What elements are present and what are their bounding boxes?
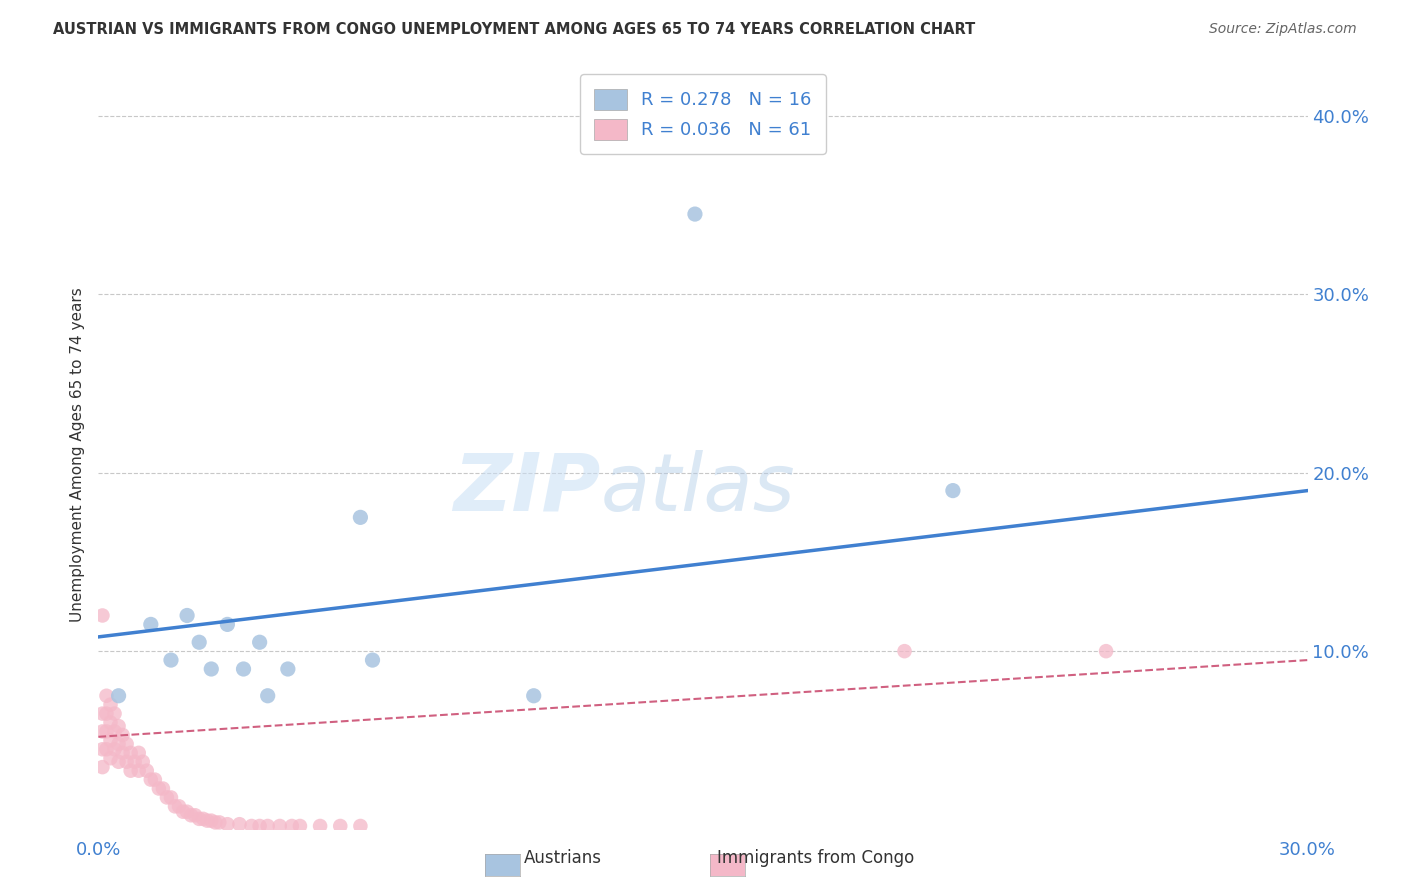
Point bbox=[256, 689, 278, 703]
Point bbox=[128, 764, 150, 778]
Point bbox=[188, 812, 211, 826]
Point bbox=[107, 689, 129, 703]
Point bbox=[120, 746, 142, 760]
Point bbox=[91, 742, 114, 756]
Point bbox=[135, 764, 157, 778]
Point bbox=[91, 760, 114, 774]
Point bbox=[361, 653, 384, 667]
Point bbox=[100, 733, 122, 747]
Point bbox=[269, 819, 291, 833]
Point bbox=[103, 724, 125, 739]
Point bbox=[103, 706, 125, 721]
Point bbox=[176, 805, 198, 819]
Text: atlas: atlas bbox=[600, 450, 794, 528]
Point bbox=[111, 746, 134, 760]
Point bbox=[249, 635, 271, 649]
Point bbox=[96, 706, 118, 721]
Point bbox=[309, 819, 332, 833]
Y-axis label: Unemployment Among Ages 65 to 74 years: Unemployment Among Ages 65 to 74 years bbox=[69, 287, 84, 623]
Point bbox=[180, 808, 202, 822]
Point bbox=[115, 755, 138, 769]
Point bbox=[160, 790, 183, 805]
Legend: R = 0.278   N = 16, R = 0.036   N = 61: R = 0.278 N = 16, R = 0.036 N = 61 bbox=[579, 74, 827, 154]
Point bbox=[893, 644, 915, 658]
Point bbox=[91, 724, 114, 739]
Text: AUSTRIAN VS IMMIGRANTS FROM CONGO UNEMPLOYMENT AMONG AGES 65 TO 74 YEARS CORRELA: AUSTRIAN VS IMMIGRANTS FROM CONGO UNEMPL… bbox=[53, 22, 976, 37]
Point bbox=[107, 755, 129, 769]
Point bbox=[96, 724, 118, 739]
Point bbox=[277, 662, 299, 676]
Point bbox=[120, 764, 142, 778]
Point bbox=[249, 819, 271, 833]
Point bbox=[111, 728, 134, 742]
Point bbox=[100, 698, 122, 712]
Point bbox=[329, 819, 352, 833]
Point bbox=[256, 819, 278, 833]
Point bbox=[281, 819, 304, 833]
Point bbox=[217, 617, 239, 632]
Point bbox=[143, 772, 166, 787]
Point bbox=[349, 819, 371, 833]
Point bbox=[156, 790, 179, 805]
Point bbox=[176, 608, 198, 623]
Point bbox=[683, 207, 706, 221]
Point bbox=[160, 653, 183, 667]
Point bbox=[107, 719, 129, 733]
Point bbox=[148, 781, 170, 796]
Point bbox=[115, 737, 138, 751]
Point bbox=[1095, 644, 1118, 658]
Point bbox=[240, 819, 263, 833]
Text: Source: ZipAtlas.com: Source: ZipAtlas.com bbox=[1209, 22, 1357, 37]
Point bbox=[172, 805, 194, 819]
Point bbox=[184, 808, 207, 822]
Point bbox=[232, 662, 254, 676]
Point bbox=[349, 510, 371, 524]
Point bbox=[195, 814, 218, 828]
Point bbox=[200, 814, 222, 828]
Point bbox=[188, 635, 211, 649]
Text: Immigrants from Congo: Immigrants from Congo bbox=[717, 849, 914, 867]
Point bbox=[103, 742, 125, 756]
Point bbox=[152, 781, 174, 796]
Point bbox=[217, 817, 239, 831]
Point bbox=[139, 772, 162, 787]
Point bbox=[167, 799, 190, 814]
Point bbox=[91, 608, 114, 623]
Point bbox=[163, 799, 186, 814]
Point bbox=[91, 706, 114, 721]
Point bbox=[523, 689, 546, 703]
Text: Austrians: Austrians bbox=[523, 849, 602, 867]
Point bbox=[228, 817, 250, 831]
Point bbox=[107, 737, 129, 751]
Text: ZIP: ZIP bbox=[453, 450, 600, 528]
Point bbox=[128, 746, 150, 760]
Point bbox=[96, 689, 118, 703]
Point bbox=[288, 819, 311, 833]
Point bbox=[139, 617, 162, 632]
Point bbox=[208, 815, 231, 830]
Point bbox=[942, 483, 965, 498]
Point bbox=[100, 715, 122, 730]
Point bbox=[204, 815, 226, 830]
Point bbox=[200, 662, 222, 676]
Point bbox=[132, 755, 155, 769]
Point bbox=[193, 812, 215, 826]
Point bbox=[124, 755, 146, 769]
Point bbox=[100, 751, 122, 765]
Point bbox=[96, 742, 118, 756]
